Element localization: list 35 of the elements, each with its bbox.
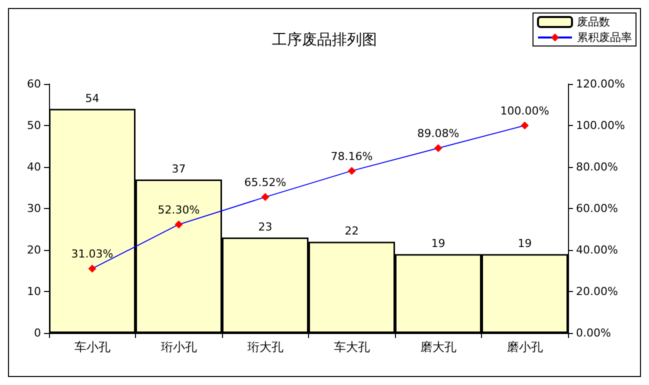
data-label: 78.16% <box>330 150 373 163</box>
x-tick-label: 车大孔 <box>334 340 370 354</box>
y2-tick-label: 120.00% <box>576 78 625 90</box>
legend-label: 累积废品率 <box>577 31 632 44</box>
data-label: 52.30% <box>158 203 200 216</box>
data-label: 19 <box>431 237 446 250</box>
legend-label: 废品数 <box>577 16 610 28</box>
y2-tick-label: 20.00% <box>576 285 618 298</box>
x-tick-label: 珩小孔 <box>160 340 197 354</box>
data-label: 23 <box>258 220 272 234</box>
y2-tick-label: 100.00% <box>576 119 625 132</box>
data-label: 89.08% <box>417 127 460 140</box>
y-tick-label: 0 <box>34 326 41 340</box>
x-tick-label: 珩大孔 <box>247 340 284 354</box>
y2-tick-label: 60.00% <box>576 202 618 215</box>
data-label: 65.52% <box>244 176 286 190</box>
y2-tick-label: 40.00% <box>576 244 618 256</box>
x-tick-label: 车小孔 <box>74 340 110 354</box>
y2-tick-label: 0.00% <box>576 326 611 340</box>
y-tick-label: 50 <box>27 119 41 132</box>
data-label: 100.00% <box>500 104 550 118</box>
y-tick-label: 60 <box>27 78 41 90</box>
data-label: 54 <box>85 92 100 105</box>
y-tick-label: 10 <box>27 285 41 298</box>
x-tick-label: 磨大孔 <box>420 340 456 354</box>
x-tick-label: 磨小孔 <box>506 340 543 354</box>
data-label: 31.03% <box>71 248 114 261</box>
y-tick-label: 20 <box>27 244 41 256</box>
data-label: 22 <box>344 224 359 238</box>
data-label: 37 <box>172 162 186 176</box>
y2-tick-label: 80.00% <box>576 160 618 174</box>
chart-title: 工序废品排列图 <box>272 30 377 48</box>
data-label: 19 <box>518 237 532 250</box>
y-tick-label: 40 <box>27 160 41 174</box>
y-tick-label: 30 <box>27 202 41 215</box>
